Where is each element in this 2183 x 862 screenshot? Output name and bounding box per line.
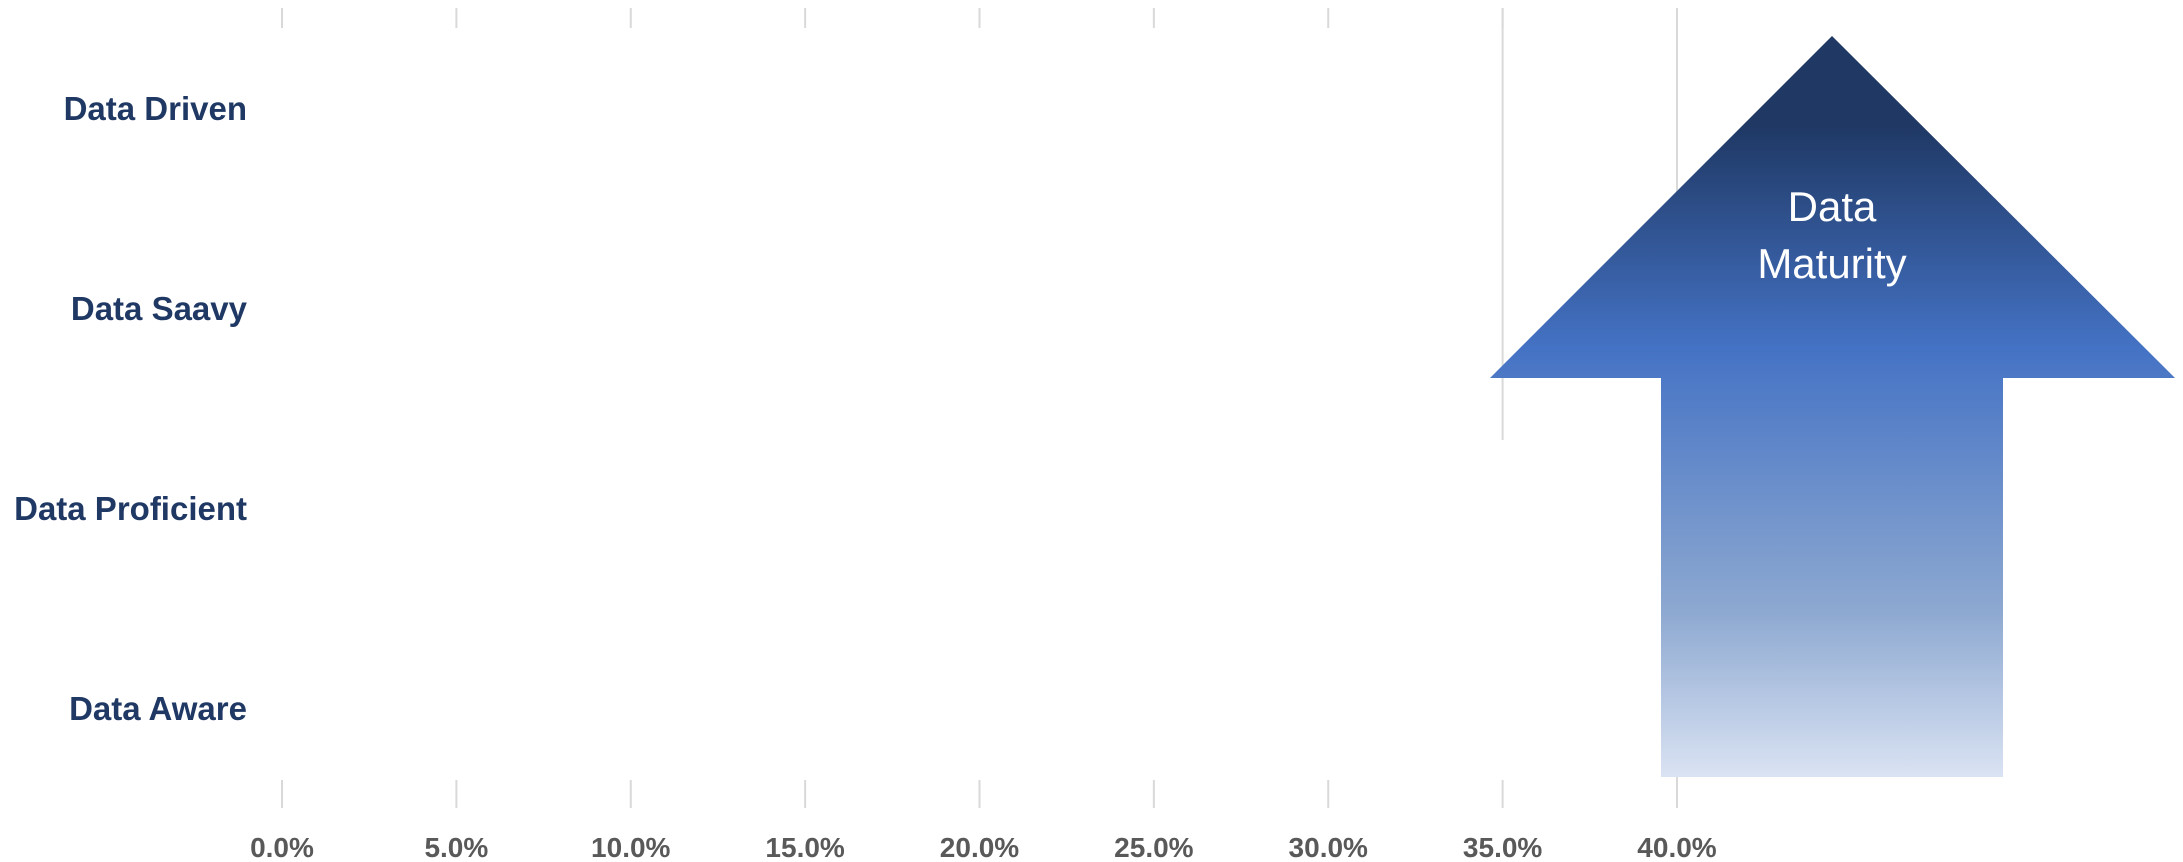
category-label: Data Proficient: [14, 490, 247, 527]
x-tick-label: 5.0%: [424, 832, 488, 862]
x-tick-label: 10.0%: [591, 832, 670, 862]
x-tick-label: 25.0%: [1114, 832, 1193, 862]
up-arrow-shape: [1490, 36, 2175, 777]
maturity-arrow: Data Maturity: [1490, 36, 2175, 777]
x-tick-label: 15.0%: [765, 832, 844, 862]
category-label: Data Driven: [64, 90, 247, 127]
arrow-label-line: Maturity: [1757, 240, 1906, 287]
grid-lines: [281, 8, 1678, 808]
x-tick-label: 20.0%: [940, 832, 1019, 862]
arrow-label: Data Maturity: [1757, 183, 1906, 287]
x-tick-label: 35.0%: [1463, 832, 1542, 862]
category-label: Data Aware: [69, 690, 247, 727]
x-tick-label: 40.0%: [1637, 832, 1716, 862]
x-tick-labels: 0.0% 5.0% 10.0% 15.0% 20.0% 25.0% 30.0% 35.0% 40…: [250, 832, 1717, 862]
arrow-label-line: Data: [1788, 183, 1877, 230]
x-tick-label: 30.0%: [1289, 832, 1368, 862]
category-labels: Data Driven Data Saavy Data Proficient Data…: [14, 90, 248, 727]
category-label: Data Saavy: [71, 290, 248, 327]
x-tick-label: 0.0%: [250, 832, 314, 862]
